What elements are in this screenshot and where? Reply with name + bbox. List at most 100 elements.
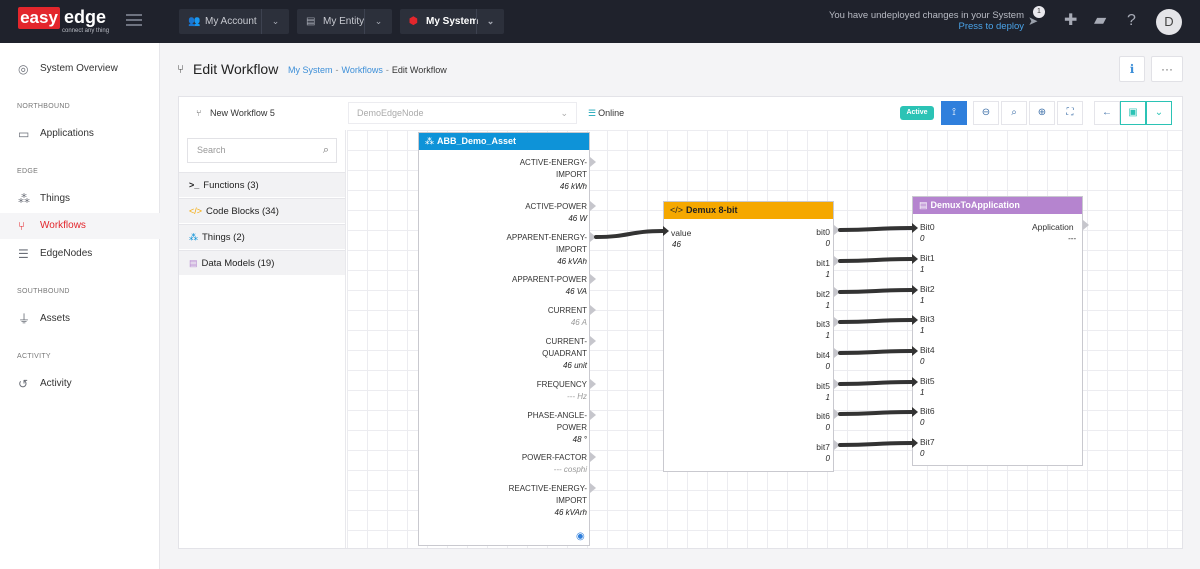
workflow-icon: ⑂ <box>196 108 202 118</box>
broadcast-icon: ⟟ <box>952 107 956 118</box>
logo[interactable]: easy edge connect any thing <box>18 7 110 35</box>
input-port[interactable] <box>912 315 918 325</box>
sidebar-item-label: System Overview <box>40 63 118 74</box>
zoom-out-button[interactable]: ⊖ <box>973 101 999 125</box>
output-port[interactable] <box>590 157 596 167</box>
asset-port-label: ACTIVE-POWER <box>525 202 587 211</box>
live-view-button[interactable]: ⟟ <box>941 101 967 125</box>
edge-node-value: DemoEdgeNode <box>357 108 424 118</box>
palette-data-models[interactable]: ▤ Data Models (19) <box>179 250 345 275</box>
sidebar-item-assets[interactable]: ⏚ Assets <box>0 306 160 332</box>
output-port[interactable] <box>834 287 840 297</box>
sidebar-item-workflows[interactable]: ⑂ Workflows <box>0 213 160 239</box>
input-port[interactable] <box>912 438 918 448</box>
sidebar-item-label: EdgeNodes <box>40 248 93 259</box>
asset-port-value: 46 VA <box>565 287 587 296</box>
edge-node-select[interactable]: DemoEdgeNode ⌄ <box>348 102 577 124</box>
sidebar-item-things[interactable]: ⁂ Things <box>0 186 160 212</box>
demux-to-application-node[interactable]: ▤ DemuxToApplication <box>912 196 1083 466</box>
input-port[interactable] <box>663 226 669 236</box>
output-port[interactable] <box>590 452 596 462</box>
demux-input-label: value <box>671 228 692 238</box>
output-port[interactable] <box>590 336 596 346</box>
info-button[interactable]: ℹ <box>1119 56 1145 82</box>
my-entity-button[interactable]: ▤ My Entity ⌄ <box>297 9 392 34</box>
help-icon[interactable]: ? <box>1127 12 1136 29</box>
palette-things[interactable]: ⁂ Things (2) <box>179 224 345 249</box>
save-options-button[interactable]: ⌄ <box>1146 101 1172 125</box>
logo-edge: edge <box>64 7 107 27</box>
more-options-button[interactable]: ··· <box>1151 56 1183 82</box>
output-port[interactable] <box>834 256 840 266</box>
palette-functions[interactable]: >_ Functions (3) <box>179 172 345 197</box>
folder-icon[interactable]: ▰ <box>1094 12 1107 29</box>
zoom-in-button[interactable]: ⊕ <box>1029 101 1055 125</box>
avatar[interactable]: D <box>1156 9 1182 35</box>
asset-port-value: --- Hz <box>567 392 587 401</box>
sidebar-item-label: Assets <box>40 313 71 324</box>
chevron-down-icon[interactable]: ⌄ <box>476 9 504 34</box>
sidebar-item-applications[interactable]: ▭ Applications <box>0 121 160 147</box>
demux-node[interactable]: </> Demux 8-bit <box>663 201 834 472</box>
output-port[interactable] <box>834 379 840 389</box>
chevron-down-icon[interactable]: ⌄ <box>364 9 392 34</box>
breadcrumb-my-system[interactable]: My System <box>288 65 333 75</box>
output-port[interactable] <box>834 348 840 358</box>
demux-output-label: bit1 <box>816 258 830 268</box>
zoom-in-icon: ⊕ <box>1037 107 1047 118</box>
output-port[interactable] <box>834 317 840 327</box>
fullscreen-button[interactable]: ⛶ <box>1057 101 1083 125</box>
deploy-count-badge: 1 <box>1033 6 1045 18</box>
palette-code-blocks[interactable]: </> Code Blocks (34) <box>179 198 345 223</box>
input-port[interactable] <box>912 223 918 233</box>
demux-output-value: 1 <box>825 331 830 340</box>
sidebar-item-activity[interactable]: ↺ Activity <box>0 371 160 397</box>
output-port[interactable] <box>590 201 596 211</box>
asset-port-label: IMPORT <box>556 245 587 254</box>
undeployed-notice[interactable]: You have undeployed changes in your Syst… <box>829 10 1024 32</box>
back-button[interactable]: ← <box>1094 101 1120 125</box>
asset-port-value: 48 ° <box>572 435 587 444</box>
sidebar-item-edgenodes[interactable]: ☰ EdgeNodes <box>0 241 160 267</box>
output-port[interactable] <box>590 274 596 284</box>
sidebar-item-label: Applications <box>40 128 94 139</box>
deploy-link[interactable]: Press to deploy <box>958 21 1024 32</box>
menu-icon[interactable] <box>126 14 142 28</box>
sidebar <box>0 43 160 569</box>
eye-icon[interactable]: ◉ <box>576 531 585 542</box>
plus-icon[interactable]: ✚ <box>1064 12 1078 29</box>
output-port[interactable] <box>834 225 840 235</box>
output-port[interactable] <box>590 379 596 389</box>
app-node-header[interactable]: ▤ DemuxToApplication <box>913 197 1082 214</box>
rocket-icon[interactable]: ➤ <box>1028 14 1039 28</box>
output-port[interactable] <box>590 410 596 420</box>
code-icon: </> <box>670 205 684 215</box>
my-account-button[interactable]: 👥 My Account ⌄ <box>179 9 289 34</box>
output-port[interactable] <box>1083 220 1089 230</box>
input-port[interactable] <box>912 254 918 264</box>
output-port[interactable] <box>590 305 596 315</box>
save-button[interactable]: ▣ <box>1120 101 1146 125</box>
sidebar-item-system-overview[interactable]: ◎ System Overview <box>0 56 160 82</box>
asset-port-label: APPARENT-POWER <box>512 275 587 284</box>
input-port[interactable] <box>912 377 918 387</box>
output-port[interactable] <box>590 483 596 493</box>
asset-port-label: CURRENT- <box>545 337 587 346</box>
input-port[interactable] <box>912 346 918 356</box>
demux-node-header[interactable]: </> Demux 8-bit <box>664 202 833 219</box>
search-input[interactable]: Search ⌕ <box>187 138 337 163</box>
workflow-name[interactable]: New Workflow 5 <box>210 108 275 118</box>
input-port[interactable] <box>912 285 918 295</box>
zoom-reset-button[interactable]: ⌕ <box>1001 101 1027 125</box>
asset-node-header[interactable]: ⁂ ABB_Demo_Asset <box>419 133 589 150</box>
asset-port-value: 46 A <box>570 318 587 327</box>
output-port[interactable] <box>590 232 596 242</box>
breadcrumb-workflows[interactable]: Workflows <box>341 65 383 75</box>
output-port[interactable] <box>834 409 840 419</box>
chevron-down-icon[interactable]: ⌄ <box>261 9 289 34</box>
demux-output-value: 1 <box>825 393 830 402</box>
input-port[interactable] <box>912 407 918 417</box>
asset-node[interactable]: ⁂ ABB_Demo_Asset <box>418 132 590 546</box>
my-system-button[interactable]: ⬢ My System ⌄ <box>400 9 504 34</box>
output-port[interactable] <box>834 440 840 450</box>
